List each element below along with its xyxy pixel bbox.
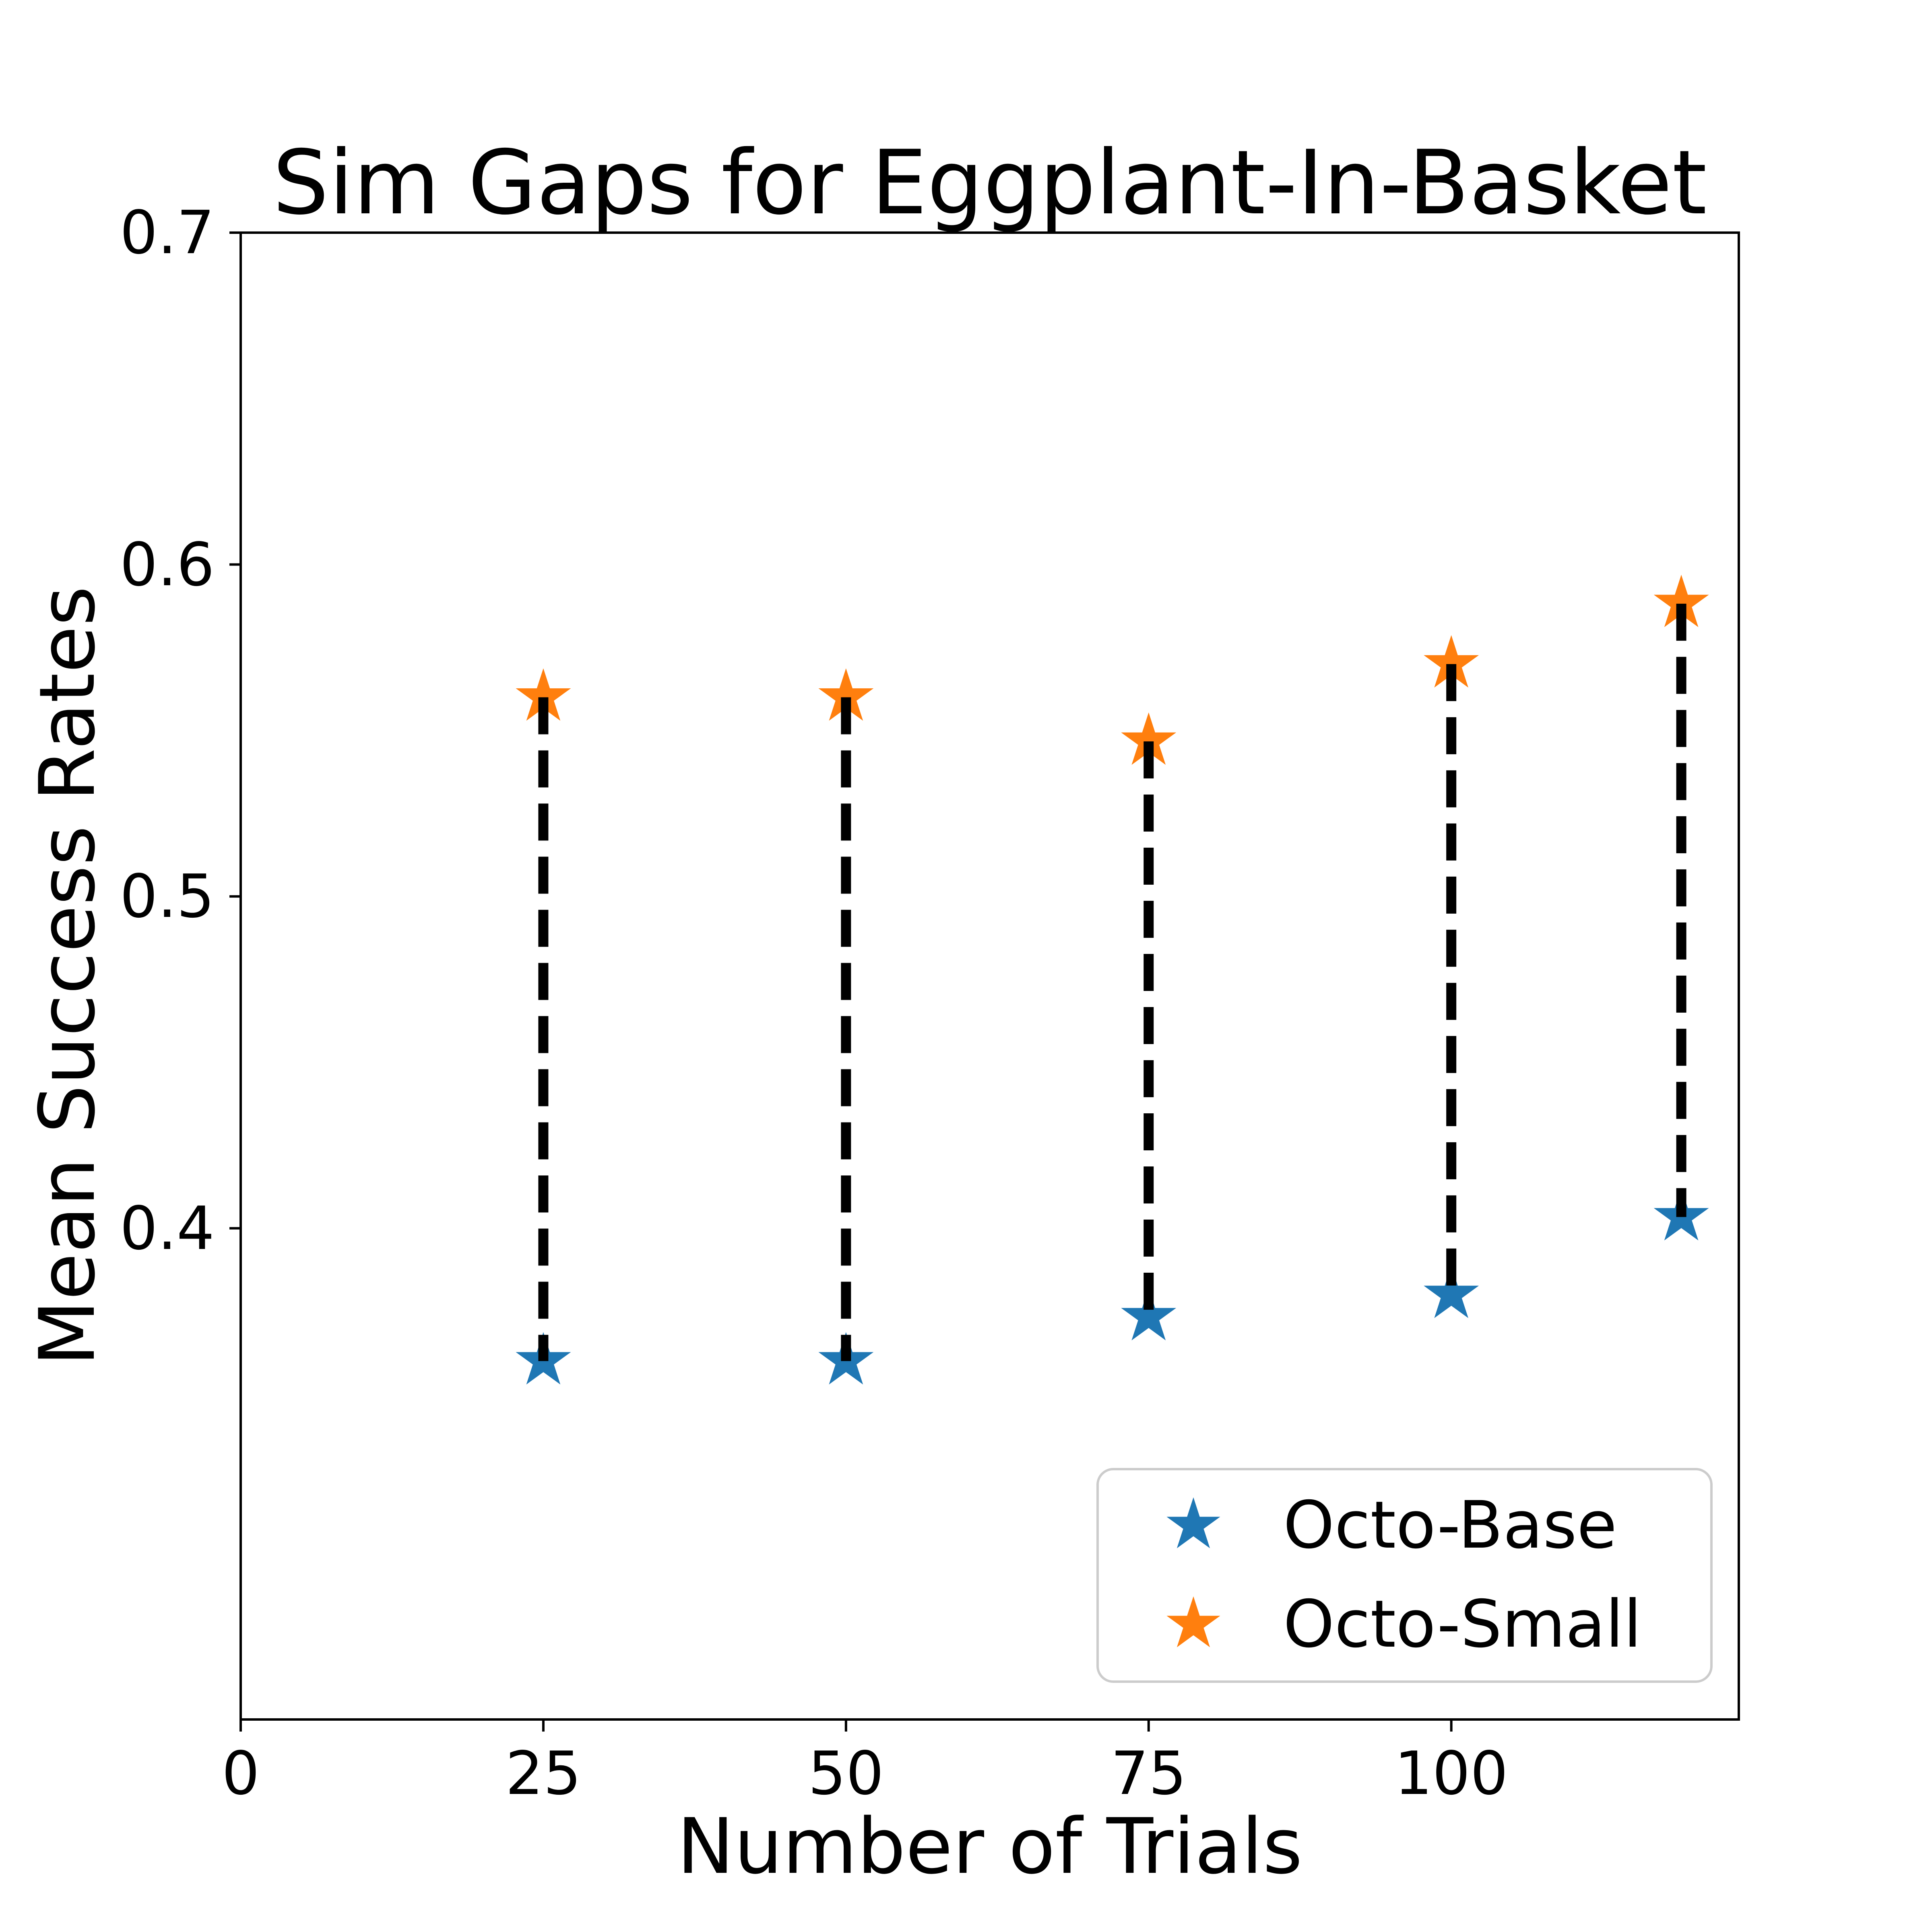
y-tick-label: 0.4 [120,1193,215,1263]
star-marker-octo-small [818,668,874,721]
legend-star-icon [1166,1497,1220,1548]
chart-title: Sim Gaps for Eggplant-In-Basket [272,131,1707,234]
legend: Octo-Base Octo-Small [1096,1468,1713,1683]
x-tick-label: 100 [1394,1739,1508,1808]
star-marker-octo-small [516,668,571,721]
legend-item: Octo-Small [1099,1576,1710,1673]
star-marker-octo-small [1424,635,1479,688]
legend-star-icon [1166,1596,1220,1647]
star-marker-octo-base [1121,1288,1177,1341]
star-marker-octo-base [1424,1265,1479,1318]
y-tick-label: 0.6 [120,530,215,599]
legend-entry-label: Octo-Base [1283,1488,1617,1563]
x-tick-label: 50 [808,1739,884,1808]
legend-item: Octo-Base [1099,1477,1710,1574]
star-marker-octo-small [1653,574,1709,627]
star-icon [1166,1596,1220,1647]
x-tick-label: 0 [221,1739,260,1808]
x-tick-label: 75 [1110,1739,1187,1808]
y-tick-label: 0.7 [120,198,215,267]
y-tick-label: 0.5 [120,862,215,931]
legend-entry-label: Octo-Small [1283,1587,1642,1662]
x-axis-label: Number of Trials [677,1802,1303,1891]
star-icon [1166,1497,1220,1548]
axes-spines [239,231,1740,1721]
x-tick-label: 25 [505,1739,582,1808]
star-marker-octo-small [1121,712,1177,765]
